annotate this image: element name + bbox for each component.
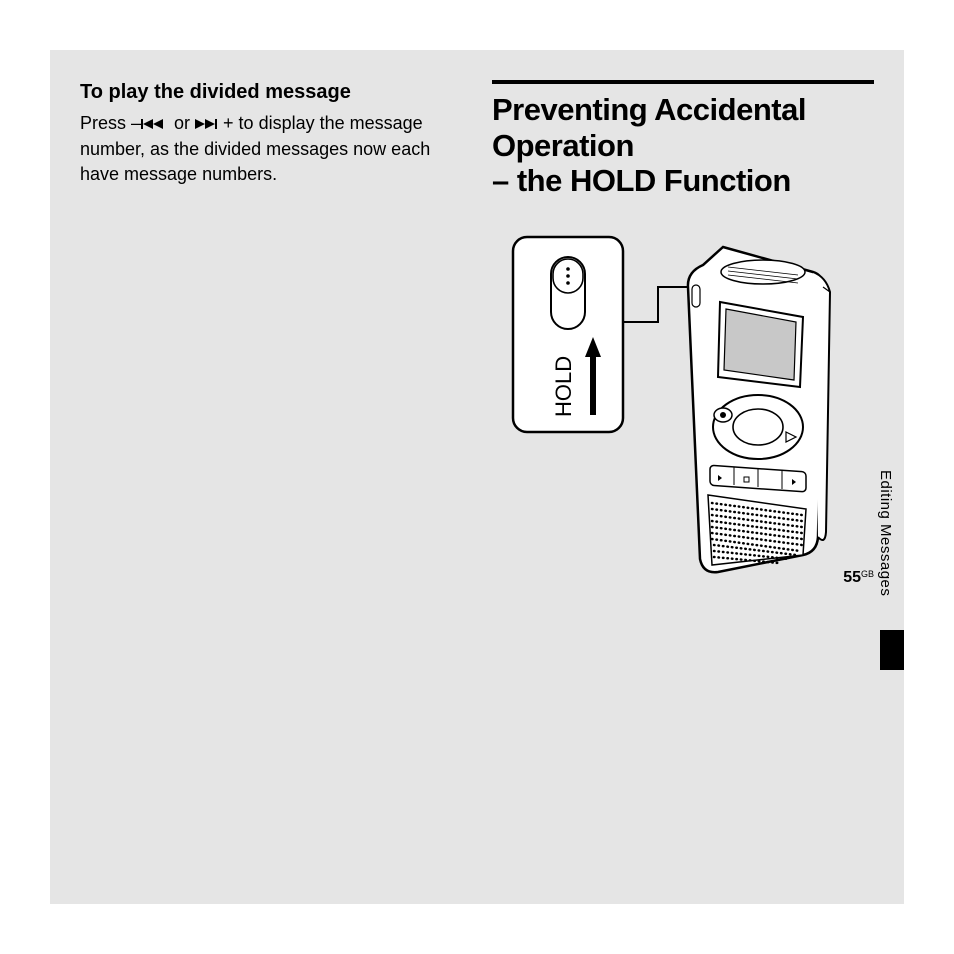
right-column: Preventing Accidental Operation – the HO… [492,80,874,597]
hold-label-text: HOLD [551,356,576,417]
skip-back-icon [141,112,169,137]
page-num-suffix: GB [861,569,874,579]
title-line-1: Preventing Accidental [492,92,806,127]
left-column: To play the divided message Press – or +… [80,80,462,597]
two-column-layout: To play the divided message Press – or +… [80,80,874,597]
play-divided-body: Press – or + to display the message numb… [80,111,462,187]
title-line-3: – the HOLD Function [492,163,791,198]
play-divided-heading: To play the divided message [80,80,462,105]
page-num-value: 55 [843,569,861,586]
page-number: 55GB [843,569,874,587]
section-rule [492,80,874,84]
section-title: Preventing Accidental Operation – the HO… [492,92,874,199]
body-text-pre: Press – [80,113,141,133]
hold-callout: HOLD [513,237,623,432]
body-text-mid: or [169,113,195,133]
title-line-2: Operation [492,128,634,163]
skip-forward-icon [195,112,223,137]
section-tab-label: Editing Messages [877,470,894,596]
recorder-device [688,247,830,572]
hold-diagram: HOLD [492,217,874,597]
device-illustration: HOLD [493,217,873,587]
manual-page: To play the divided message Press – or +… [50,50,904,904]
section-tab-marker [880,630,904,670]
